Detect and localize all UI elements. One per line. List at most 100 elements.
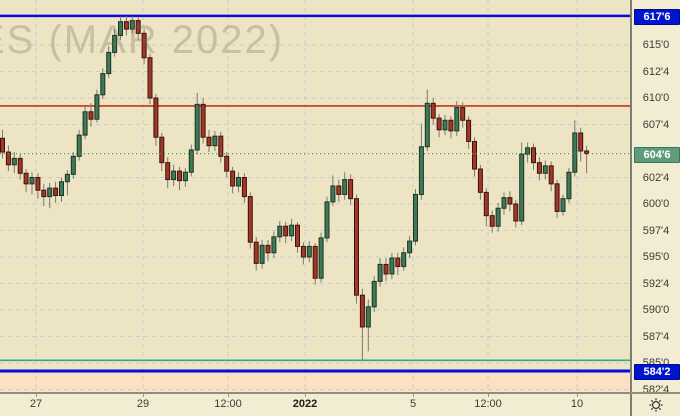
price-tick-label: 602'4 xyxy=(642,171,670,184)
candle-up xyxy=(424,102,430,148)
candle-down xyxy=(218,135,224,157)
price-tick-label: 607'4 xyxy=(642,118,670,131)
candle-down xyxy=(17,157,23,174)
candle-up xyxy=(194,103,200,151)
last-price-badge: 604'6 xyxy=(634,146,680,163)
time-tick-label: 12:00 xyxy=(214,398,242,410)
candle-up xyxy=(572,132,578,173)
candle-down xyxy=(295,224,300,247)
candle-up xyxy=(118,21,123,36)
candle-up xyxy=(566,171,572,200)
candle-up xyxy=(100,73,106,96)
candle-down xyxy=(41,189,47,198)
candle-up xyxy=(47,187,53,198)
candle-down xyxy=(531,147,536,164)
candle-down xyxy=(348,179,354,200)
time-tick-mark xyxy=(577,394,578,397)
candle-up xyxy=(129,20,135,30)
price-tick-label: 592'4 xyxy=(642,277,670,290)
price-tick-label: 597'4 xyxy=(642,224,670,237)
candle-up xyxy=(495,207,501,227)
session-band xyxy=(0,373,632,392)
candle-down xyxy=(448,119,454,132)
chart-canvas[interactable] xyxy=(0,0,632,392)
candle-up xyxy=(519,153,525,222)
candle-down xyxy=(578,132,584,152)
candle-down xyxy=(141,32,147,59)
gear-icon[interactable] xyxy=(648,397,664,413)
candle-up xyxy=(342,179,348,195)
candle-up xyxy=(330,185,336,203)
candle-up xyxy=(271,236,277,254)
candle-up xyxy=(259,244,265,264)
candle-down xyxy=(165,162,171,181)
candle-up xyxy=(76,134,82,157)
candle-up xyxy=(29,177,35,185)
candle-down xyxy=(35,177,41,191)
candle-down xyxy=(383,263,389,275)
candle-down xyxy=(135,20,141,34)
candle-up xyxy=(106,51,112,75)
candle-down xyxy=(300,245,306,258)
candle-down xyxy=(230,170,236,187)
time-tick-mark xyxy=(413,394,414,397)
price-tick-label: 615'0 xyxy=(642,39,670,51)
candle-down xyxy=(483,191,489,217)
candle-down xyxy=(312,245,318,279)
candle-up xyxy=(64,173,70,183)
candle-down xyxy=(206,136,212,147)
price-axis[interactable]: 615'0 612'4 610'0 607'4 602'4 600'0 597'4 595'0… xyxy=(632,0,680,396)
time-tick-label: 5 xyxy=(409,398,417,410)
time-tick-label: 27 xyxy=(29,398,43,410)
candle-down xyxy=(507,197,513,205)
candle-down xyxy=(88,111,94,120)
time-tick-label: 12:00 xyxy=(474,398,502,410)
price-tick-label: 600'0 xyxy=(642,198,670,210)
candle-down xyxy=(200,103,206,138)
candle-up xyxy=(188,149,194,173)
candle-down xyxy=(513,203,519,222)
price-tick-label: 587'4 xyxy=(642,330,670,343)
time-tick-mark xyxy=(305,394,306,397)
candle-down xyxy=(536,162,542,174)
candle-up xyxy=(454,107,460,132)
candle-up xyxy=(542,165,548,174)
candle-down xyxy=(430,102,436,119)
candle-down xyxy=(247,196,253,243)
price-tick-label: 595'0 xyxy=(642,251,670,263)
candle-up xyxy=(277,225,283,238)
candle-down xyxy=(436,117,442,131)
candle-down xyxy=(159,136,165,164)
candle-down xyxy=(336,185,342,195)
candle-down xyxy=(0,137,5,153)
candle-down xyxy=(177,170,182,182)
candle-down xyxy=(395,257,401,268)
candle-down xyxy=(584,150,590,155)
time-axis-separator xyxy=(0,392,680,394)
candle-up xyxy=(442,119,448,131)
candle-up xyxy=(365,306,371,328)
candle-up xyxy=(413,193,418,242)
price-tick-label: 610'0 xyxy=(642,92,670,104)
candle-up xyxy=(182,171,188,182)
price-axis-separator xyxy=(630,0,632,416)
time-tick-mark xyxy=(488,394,489,397)
time-tick-mark xyxy=(228,394,229,397)
candle-down xyxy=(466,119,472,142)
candle-down xyxy=(460,107,466,121)
candle-up xyxy=(318,237,324,279)
candle-down xyxy=(265,244,271,254)
candle-up xyxy=(112,34,118,53)
candle-up xyxy=(70,155,76,175)
candle-down xyxy=(241,177,247,198)
candle-down xyxy=(354,198,359,296)
candle-down xyxy=(53,187,59,197)
time-axis[interactable]: 27 29 12:00 2022 5 12:00 10 xyxy=(0,394,632,416)
time-tick-label: 2022 xyxy=(292,398,318,410)
candle-up xyxy=(371,280,377,308)
candle-down xyxy=(123,21,129,30)
candle-down xyxy=(23,172,29,185)
candle-down xyxy=(472,140,477,170)
candle-up xyxy=(289,224,295,237)
